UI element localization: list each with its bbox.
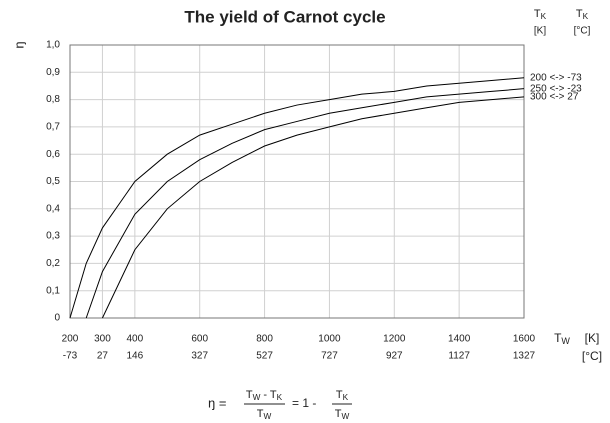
subscript: W bbox=[561, 336, 570, 346]
y-tick-label: 0,7 bbox=[46, 122, 60, 133]
x-tick-label: 1600 bbox=[513, 334, 536, 345]
text-piece: T bbox=[246, 389, 253, 401]
x-tick-label-celsius: 27 bbox=[97, 351, 109, 362]
chart-title: The yield of Carnot cycle bbox=[184, 7, 385, 26]
legend-header-symbol: TK bbox=[534, 8, 547, 21]
y-tick-label: 0,6 bbox=[46, 149, 60, 160]
x-tick-label-celsius: -73 bbox=[63, 351, 78, 362]
x-axis-label: TW bbox=[554, 331, 570, 346]
x-tick-label-celsius: 527 bbox=[256, 351, 273, 362]
formula-numerator: TK bbox=[336, 389, 349, 402]
legend-label: 300 <-> 27 bbox=[530, 92, 579, 103]
series-line bbox=[101, 96, 525, 319]
x-tick-label-celsius: 727 bbox=[321, 351, 338, 362]
formula-numerator: TW - TK bbox=[246, 389, 283, 402]
text-piece: T bbox=[554, 331, 562, 345]
x-axis-unit: [K] bbox=[585, 331, 600, 345]
text-piece: T bbox=[335, 408, 342, 420]
text-piece: T bbox=[336, 389, 343, 401]
subscript: W bbox=[341, 412, 349, 421]
y-tick-label: 0,3 bbox=[46, 231, 60, 242]
y-tick-label: 0,5 bbox=[46, 176, 60, 187]
x-tick-label: 600 bbox=[191, 334, 208, 345]
y-tick-label: 0,9 bbox=[46, 67, 60, 78]
legend-header-unit: [K] bbox=[534, 26, 546, 37]
x-tick-label-celsius: 327 bbox=[191, 351, 208, 362]
legend-header-symbol: TK bbox=[576, 8, 589, 21]
y-tick-label: 0,2 bbox=[46, 258, 60, 269]
subscript: K bbox=[583, 12, 589, 21]
legend-header-unit: [°C] bbox=[574, 26, 591, 37]
x-tick-label: 1400 bbox=[448, 334, 471, 345]
text-piece: - T bbox=[260, 389, 277, 401]
plot-frame bbox=[69, 44, 525, 319]
legend-label: 200 <-> -73 bbox=[530, 72, 582, 83]
x-axis-unit: [°C] bbox=[582, 349, 602, 363]
subscript: W bbox=[253, 393, 261, 402]
x-tick-label-celsius: 927 bbox=[386, 351, 403, 362]
x-tick-label: 1000 bbox=[318, 334, 341, 345]
y-tick-label: 0,1 bbox=[46, 285, 60, 296]
x-tick-label: 200 bbox=[62, 334, 79, 345]
series-line bbox=[85, 88, 525, 319]
x-tick-label-celsius: 1127 bbox=[448, 351, 470, 362]
x-tick-label: 400 bbox=[127, 334, 144, 345]
x-tick-label: 300 bbox=[94, 334, 111, 345]
text-piece: T bbox=[534, 8, 541, 20]
formula-denominator: TW bbox=[257, 408, 272, 421]
series-line bbox=[69, 77, 525, 319]
subscript: W bbox=[263, 412, 271, 421]
formula-text: ŋ = bbox=[208, 395, 226, 410]
x-tick-label-celsius: 1327 bbox=[513, 351, 536, 362]
subscript: K bbox=[343, 393, 349, 402]
text-piece: T bbox=[576, 8, 583, 20]
x-tick-label-celsius: 146 bbox=[127, 351, 144, 362]
y-tick-label: 0 bbox=[54, 313, 60, 324]
y-tick-label: 0,4 bbox=[46, 203, 60, 214]
formula-denominator: TW bbox=[335, 408, 350, 421]
x-tick-label: 1200 bbox=[383, 334, 406, 345]
subscript: K bbox=[277, 393, 283, 402]
formula-text: = 1 - bbox=[292, 396, 316, 410]
y-tick-label: 0,8 bbox=[46, 94, 60, 105]
text-piece: T bbox=[257, 408, 264, 420]
y-tick-label: 1,0 bbox=[46, 40, 60, 51]
legend-label: 250 <-> -23 bbox=[530, 83, 582, 94]
x-tick-label: 800 bbox=[256, 334, 273, 345]
subscript: K bbox=[541, 12, 547, 21]
y-axis-label: ŋ bbox=[11, 41, 26, 48]
